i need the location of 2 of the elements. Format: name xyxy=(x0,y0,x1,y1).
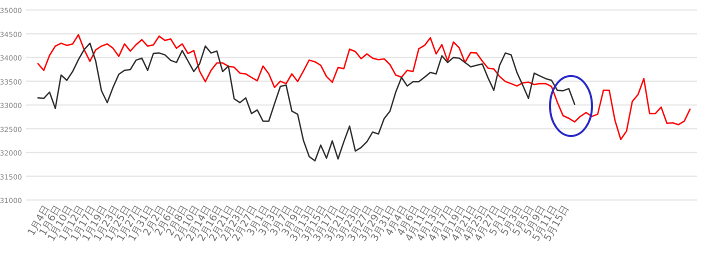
line-series xyxy=(37,34,691,140)
line-series xyxy=(37,42,576,162)
